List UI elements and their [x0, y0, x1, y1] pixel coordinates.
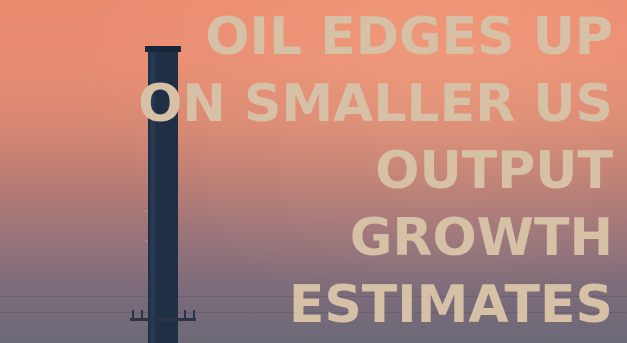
power-line [0, 296, 627, 297]
chimney-platform [130, 318, 196, 321]
headline-line-2: ON SMALLER US [138, 74, 613, 134]
chimney-highlight [150, 48, 155, 343]
chimney-cap [145, 46, 181, 52]
headline-line-1: OIL EDGES UP [205, 7, 613, 67]
headline-line-5: ESTIMATES [288, 275, 613, 335]
platform-railing [132, 310, 195, 320]
headline-line-4: GROWTH [349, 208, 613, 268]
chimney-ladder [145, 90, 147, 242]
power-line [0, 312, 627, 313]
headline: OIL EDGES UP ON SMALLER US OUTPUT GROWTH… [3, 4, 613, 339]
headline-line-3: OUTPUT [375, 141, 613, 201]
